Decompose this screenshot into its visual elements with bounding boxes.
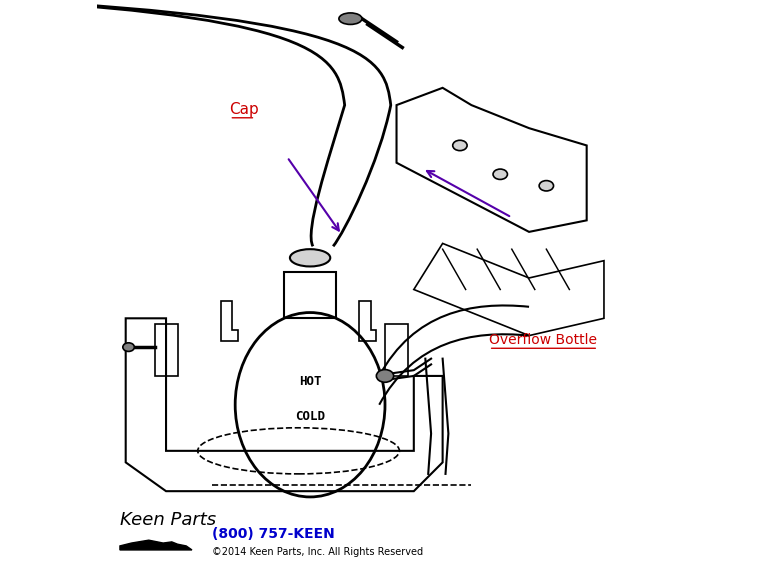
Ellipse shape [339, 13, 362, 24]
Ellipse shape [453, 140, 467, 151]
Text: COLD: COLD [295, 410, 325, 423]
Polygon shape [120, 540, 192, 550]
Ellipse shape [493, 169, 507, 179]
Ellipse shape [539, 181, 554, 191]
Text: ©2014 Keen Parts, Inc. All Rights Reserved: ©2014 Keen Parts, Inc. All Rights Reserv… [212, 547, 424, 556]
Ellipse shape [377, 369, 393, 382]
Text: (800) 757-KEEN: (800) 757-KEEN [212, 527, 335, 541]
Ellipse shape [290, 249, 330, 266]
Text: Keen Parts: Keen Parts [120, 511, 216, 529]
Text: Cap: Cap [229, 102, 259, 116]
Ellipse shape [123, 343, 134, 351]
Text: HOT: HOT [299, 375, 321, 388]
Text: Overflow Bottle: Overflow Bottle [489, 333, 597, 347]
